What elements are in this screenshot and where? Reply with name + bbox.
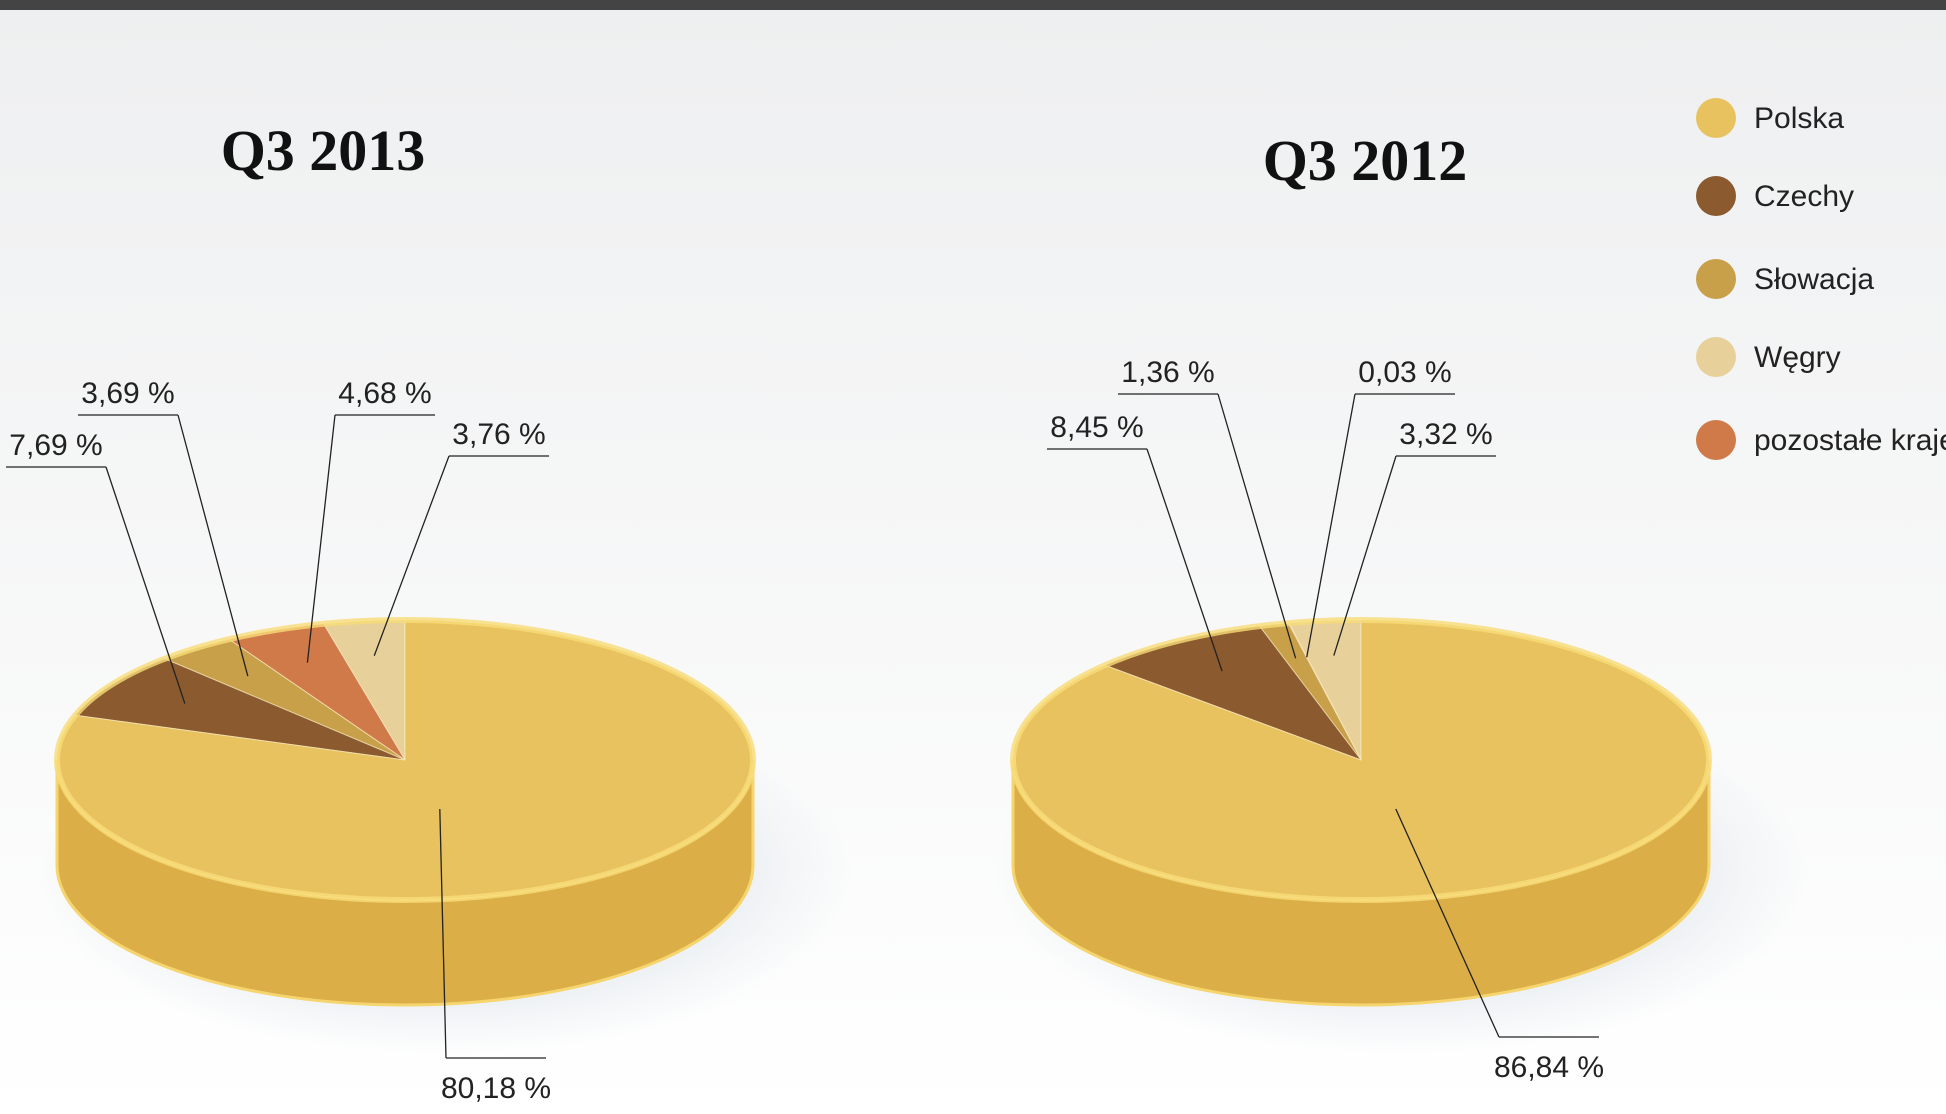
legend-label: Polska — [1754, 102, 1844, 135]
legend-swatch — [1696, 176, 1736, 216]
pie-rim — [54, 617, 756, 903]
leader-line — [78, 414, 249, 677]
legend-swatch — [1696, 337, 1736, 377]
leader-line — [1333, 455, 1496, 656]
legend-label: Słowacja — [1754, 263, 1874, 296]
pie-rim — [1010, 617, 1712, 903]
leader-line — [1306, 393, 1455, 658]
legend-swatch — [1696, 98, 1736, 138]
data-label: 3,76 % — [452, 418, 545, 451]
legend: Polska Czechy Słowacja Węgry pozostałe kraje — [1696, 98, 1946, 460]
data-label: 3,32 % — [1399, 418, 1492, 451]
data-label: 80,18 % — [441, 1072, 551, 1105]
data-label: 7,69 % — [9, 429, 102, 462]
data-label: 4,68 % — [338, 377, 431, 410]
legend-swatch — [1696, 420, 1736, 460]
top-bar — [0, 0, 1946, 10]
legend-label: pozostałe kraje — [1754, 424, 1946, 457]
data-label: 86,84 % — [1494, 1051, 1604, 1084]
leader-line — [439, 808, 546, 1059]
data-label: 1,36 % — [1121, 356, 1214, 389]
leader-line — [373, 455, 549, 656]
data-label: 3,69 % — [81, 377, 174, 410]
pie-title: Q3 2013 — [221, 118, 426, 183]
legend-swatch — [1696, 259, 1736, 299]
pie-title: Q3 2012 — [1263, 128, 1468, 193]
legend-label: Węgry — [1754, 341, 1841, 374]
data-label: 0,03 % — [1358, 356, 1451, 389]
leader-line — [306, 414, 435, 663]
leader-line — [6, 466, 186, 704]
leader-line — [1395, 808, 1599, 1038]
leader-line — [1118, 393, 1297, 659]
data-label: 8,45 % — [1050, 411, 1143, 444]
legend-label: Czechy — [1754, 180, 1854, 213]
leader-line — [1047, 448, 1223, 672]
